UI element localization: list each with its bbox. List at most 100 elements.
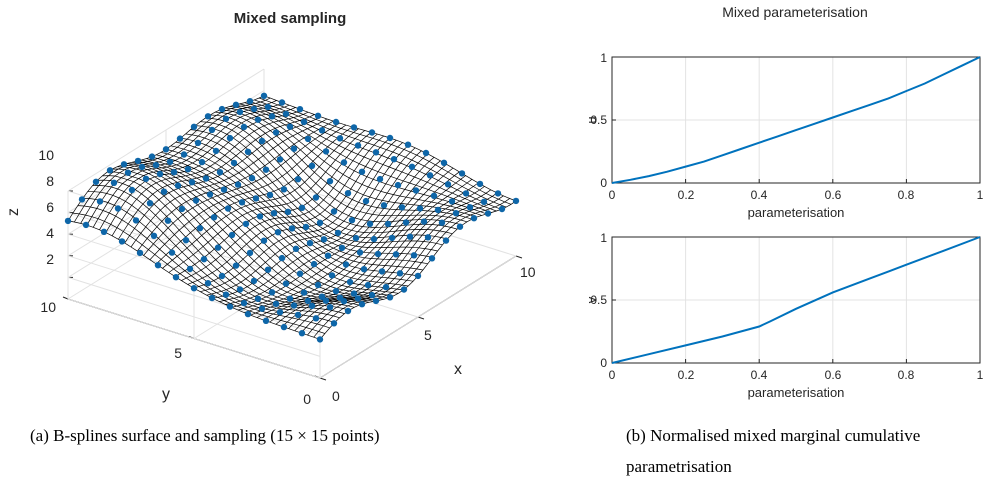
sample-point — [278, 99, 286, 106]
sample-point — [278, 254, 286, 262]
surface-mesh-line — [190, 129, 443, 246]
surface-mesh-line — [258, 97, 512, 205]
sample-point — [276, 309, 284, 316]
sample-point — [356, 249, 364, 256]
u-x-tick-label: 0 — [609, 188, 616, 202]
sample-point — [222, 115, 230, 123]
surface-mesh-line — [143, 122, 340, 256]
sample-point — [456, 223, 464, 230]
surface-mesh-line — [214, 111, 468, 223]
sample-point — [380, 202, 388, 209]
sample-point — [78, 196, 86, 203]
u-plot-grid — [611, 56, 981, 184]
y-tick-mark — [62, 296, 69, 300]
u-x-tick-label: 1 — [977, 188, 984, 202]
sample-point — [332, 118, 340, 126]
sample-point — [214, 244, 222, 251]
sample-point — [296, 270, 304, 277]
sample-point — [368, 129, 376, 136]
sample-point — [264, 266, 272, 273]
surface-mesh-line — [229, 106, 482, 216]
u-series-line — [611, 56, 981, 184]
sample-point — [150, 232, 158, 239]
x-tick-label: 0 — [332, 388, 340, 404]
sample-point — [396, 270, 404, 277]
sample-point — [334, 229, 342, 237]
sample-point — [316, 336, 324, 343]
sample-point — [342, 261, 350, 268]
sample-point — [358, 168, 366, 175]
sample-point — [442, 237, 450, 244]
sample-point — [336, 135, 344, 142]
sample-point — [308, 302, 316, 310]
y-tick-label: 0 — [303, 391, 311, 407]
sample-point — [208, 126, 216, 134]
sample-point — [254, 116, 262, 123]
sample-point — [256, 213, 264, 220]
surface-mesh-line — [80, 100, 277, 224]
sample-point — [96, 198, 104, 205]
u-y-tick-label: 0 — [600, 176, 607, 190]
sample-point — [288, 225, 296, 232]
sample-point — [202, 175, 210, 182]
sample-point — [384, 220, 392, 228]
sample-point — [386, 134, 394, 142]
u-x-tick-label: 0.6 — [825, 188, 842, 202]
sample-point — [82, 221, 90, 229]
sample-point — [200, 256, 208, 263]
sample-point — [154, 262, 162, 269]
sample-point — [178, 205, 186, 213]
z-tick-label: 8 — [46, 173, 54, 189]
sample-point — [300, 118, 308, 126]
surface-mesh-line — [130, 118, 328, 248]
sample-point — [358, 301, 366, 308]
sample-point — [258, 305, 266, 312]
sample-point — [208, 294, 216, 302]
sample-point — [232, 101, 240, 109]
sample-point — [410, 252, 418, 259]
u-plot-frame — [611, 56, 981, 184]
sample-point — [124, 169, 132, 176]
v-y-tick-labels: 1 0.5 0 — [590, 231, 607, 370]
v-x-tick-label: 0.8 — [898, 368, 915, 382]
v-x-tick-label: 0.4 — [751, 368, 768, 382]
sample-point — [218, 105, 226, 113]
sample-point — [168, 249, 176, 256]
sample-point — [142, 175, 150, 182]
sample-point — [236, 286, 244, 293]
sample-point — [322, 297, 330, 304]
sample-point — [148, 153, 156, 160]
sample-point — [240, 123, 248, 131]
sample-point — [172, 274, 180, 281]
sample-point — [426, 172, 434, 179]
sample-point — [314, 112, 322, 120]
v-y-tick-label: 0 — [600, 356, 607, 370]
sample-point — [326, 178, 334, 185]
sample-point — [498, 205, 506, 213]
sample-point — [372, 149, 380, 156]
sample-point — [344, 307, 352, 315]
sample-point — [438, 219, 446, 226]
sample-point — [254, 295, 262, 302]
z-tick-label: 2 — [46, 251, 54, 267]
x-tick-mark — [515, 255, 523, 259]
u-x-axis-label: parameterisation — [748, 205, 845, 220]
sample-point — [210, 214, 218, 221]
sample-point — [346, 278, 354, 286]
u-y-tick-label: 0.5 — [590, 113, 607, 127]
sample-point — [314, 281, 322, 289]
sample-point — [274, 229, 282, 236]
sample-point — [408, 163, 416, 170]
sample-point — [290, 145, 298, 152]
sample-point — [194, 139, 202, 147]
surface-mesh-line — [187, 135, 384, 285]
u-x-tick-labels: 0 0.2 0.4 0.6 0.8 1 — [609, 188, 984, 202]
sample-point — [376, 175, 384, 183]
surface-mesh-line — [137, 120, 334, 252]
surface-mesh-line — [200, 121, 453, 235]
surface-mesh-line — [99, 107, 296, 230]
sample-point — [262, 317, 270, 324]
sample-point — [250, 277, 258, 285]
sample-point — [340, 159, 348, 166]
sample-point — [146, 200, 154, 207]
